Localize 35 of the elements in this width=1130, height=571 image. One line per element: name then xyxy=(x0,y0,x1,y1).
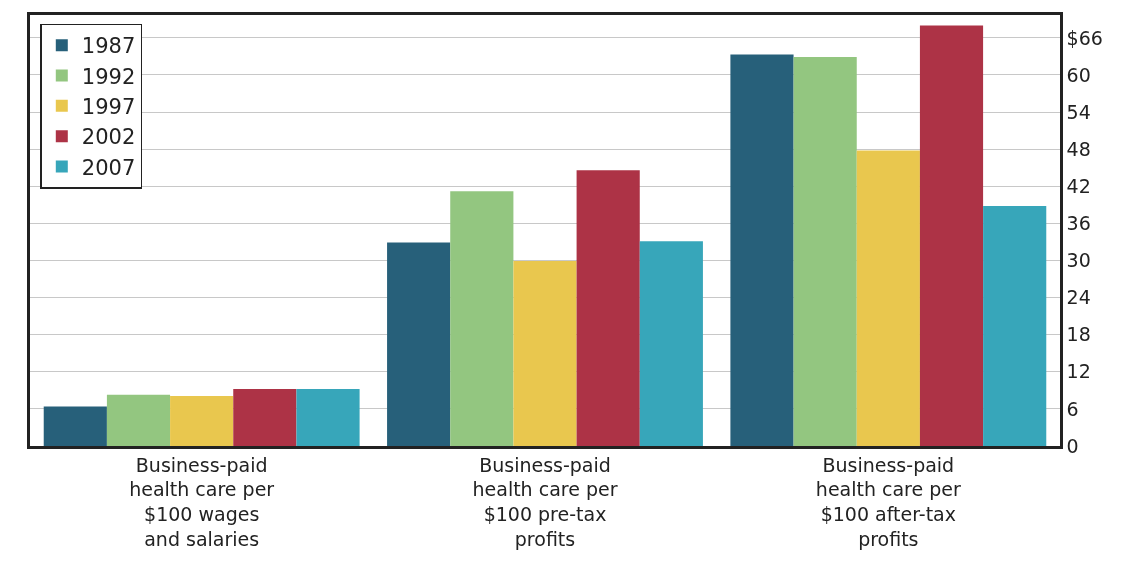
y-tick-label: 12 xyxy=(1066,360,1091,383)
bar xyxy=(513,261,577,446)
y-tick-label: 6 xyxy=(1066,397,1079,420)
bar xyxy=(919,25,984,446)
y-tick-label: 60 xyxy=(1066,63,1091,86)
bar xyxy=(856,150,920,446)
bar xyxy=(450,191,514,446)
y-tick-label: 18 xyxy=(1066,323,1091,346)
bar xyxy=(170,395,234,446)
y-tick-label: 24 xyxy=(1066,286,1091,309)
x-tick-label: Business-paid health care per $100 pre-tax profits xyxy=(472,453,618,550)
bar xyxy=(296,389,360,446)
y-tick-label: 36 xyxy=(1066,212,1091,235)
bar xyxy=(639,241,703,446)
bar xyxy=(730,54,794,446)
x-tick-label: Business-paid health care per $100 wages and salaries xyxy=(129,453,275,550)
y-tick-label: 0 xyxy=(1066,434,1079,457)
legend-label: 2002 xyxy=(81,125,136,150)
x-tick-label: Business-paid health care per $100 after-tax profits xyxy=(815,453,961,550)
legend-label: 1997 xyxy=(81,95,136,120)
y-tick-label: $66 xyxy=(1066,26,1103,49)
legend-label: 1992 xyxy=(81,64,136,89)
bar xyxy=(106,394,171,446)
legend-label: 2007 xyxy=(81,155,136,180)
y-tick-label: 42 xyxy=(1066,174,1091,197)
y-tick-label: 48 xyxy=(1066,137,1091,160)
bar xyxy=(43,406,107,446)
bar xyxy=(793,57,857,446)
bar xyxy=(387,242,451,446)
bar xyxy=(233,389,297,446)
y-tick-label: 54 xyxy=(1066,100,1091,123)
legend-label: 1987 xyxy=(81,34,136,59)
y-tick-label: 30 xyxy=(1066,249,1091,272)
bar xyxy=(576,170,640,446)
bar xyxy=(983,206,1047,446)
